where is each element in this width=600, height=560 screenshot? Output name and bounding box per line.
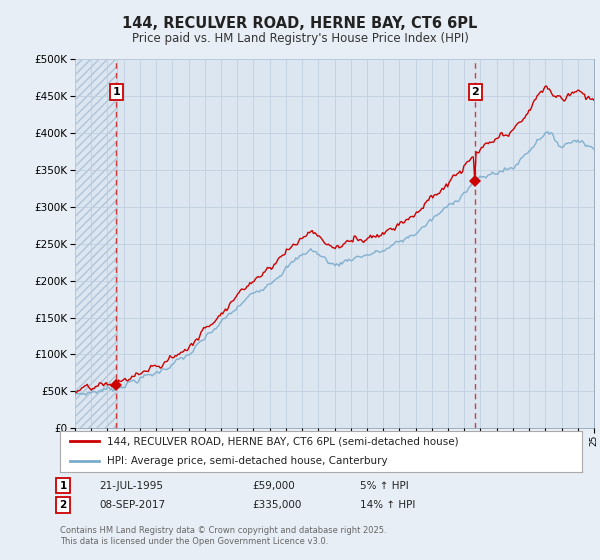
Polygon shape (75, 59, 117, 428)
Text: 2: 2 (472, 87, 479, 97)
Text: 21-JUL-1995: 21-JUL-1995 (99, 480, 163, 491)
Text: Price paid vs. HM Land Registry's House Price Index (HPI): Price paid vs. HM Land Registry's House … (131, 32, 469, 45)
Text: 5% ↑ HPI: 5% ↑ HPI (360, 480, 409, 491)
Text: £335,000: £335,000 (252, 500, 301, 510)
Text: 2: 2 (59, 500, 67, 510)
Text: 14% ↑ HPI: 14% ↑ HPI (360, 500, 415, 510)
Text: Contains HM Land Registry data © Crown copyright and database right 2025.
This d: Contains HM Land Registry data © Crown c… (60, 526, 386, 546)
Text: 1: 1 (112, 87, 120, 97)
Text: 1: 1 (59, 480, 67, 491)
Text: £59,000: £59,000 (252, 480, 295, 491)
Text: 08-SEP-2017: 08-SEP-2017 (99, 500, 165, 510)
Text: 144, RECULVER ROAD, HERNE BAY, CT6 6PL (semi-detached house): 144, RECULVER ROAD, HERNE BAY, CT6 6PL (… (107, 436, 458, 446)
Text: 144, RECULVER ROAD, HERNE BAY, CT6 6PL: 144, RECULVER ROAD, HERNE BAY, CT6 6PL (122, 16, 478, 31)
Text: HPI: Average price, semi-detached house, Canterbury: HPI: Average price, semi-detached house,… (107, 456, 388, 466)
